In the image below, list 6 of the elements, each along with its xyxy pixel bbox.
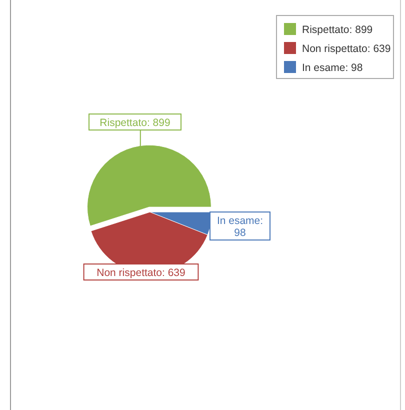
legend-label: Non rispettato: 639	[302, 43, 391, 55]
slice-label: In esame: 98	[216, 215, 264, 239]
legend-label: In esame: 98	[302, 62, 363, 74]
slice-label: Non rispettato: 639	[96, 267, 186, 279]
slice-label: Rispettato: 899	[100, 117, 170, 129]
legend-label: Rispettato: 899	[302, 24, 373, 36]
